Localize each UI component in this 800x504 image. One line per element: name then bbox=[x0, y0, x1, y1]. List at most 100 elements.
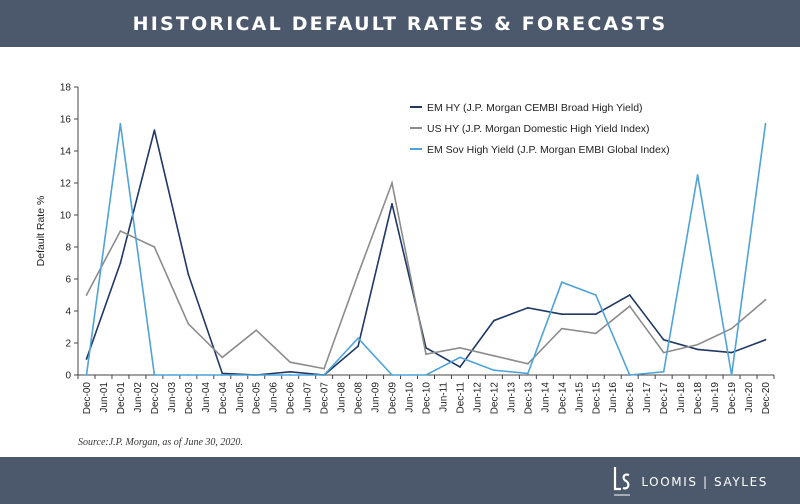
x-tick-label: Dec-12 bbox=[489, 382, 500, 415]
chart-title: HISTORICAL DEFAULT RATES & FORECASTS bbox=[132, 12, 668, 35]
series-point-1 bbox=[764, 338, 767, 341]
series-point-3 bbox=[628, 374, 631, 376]
x-tick-label: Dec-05 bbox=[252, 382, 263, 415]
x-tick-label: Dec-16 bbox=[625, 382, 636, 415]
series-point-3 bbox=[357, 337, 359, 340]
x-tick-label: Jun-02 bbox=[133, 382, 144, 413]
series-point-3 bbox=[696, 174, 699, 176]
series-point-2 bbox=[493, 354, 495, 357]
series-point-2 bbox=[289, 361, 292, 364]
series-point-1 bbox=[493, 319, 495, 322]
series-point-3 bbox=[187, 374, 190, 376]
series-point-3 bbox=[289, 374, 292, 376]
series-point-2 bbox=[696, 343, 699, 346]
chart-area: 0 2 4 6 8 10 12 14 16 18 Default Rate % Dec-00 Jun-0… bbox=[0, 47, 800, 457]
series-point-2 bbox=[119, 230, 122, 232]
legend-label-1: EM HY (J.P. Morgan CEMBI Broad High Yiel… bbox=[427, 102, 643, 114]
series-point-2 bbox=[255, 329, 258, 332]
x-tick-label: Dec-01 bbox=[116, 382, 127, 415]
series-point-2 bbox=[628, 305, 631, 308]
series-point-2 bbox=[323, 367, 325, 370]
y-tick-label: 10 bbox=[60, 211, 72, 222]
series-point-1 bbox=[628, 294, 631, 296]
series-point-1 bbox=[459, 366, 461, 368]
x-tick-label: Dec-03 bbox=[184, 382, 195, 415]
y-tick-label: 16 bbox=[60, 115, 72, 126]
x-tick-label: Jun-09 bbox=[371, 382, 382, 413]
chart-series bbox=[85, 122, 767, 376]
x-tick-label: Dec-09 bbox=[388, 382, 399, 415]
series-line-3 bbox=[85, 123, 767, 376]
series-point-3 bbox=[153, 374, 156, 376]
series-point-1 bbox=[391, 202, 393, 205]
y-tick-label: 8 bbox=[65, 243, 71, 254]
x-tick-label: Jun-12 bbox=[472, 382, 483, 413]
x-tick-label: Dec-08 bbox=[354, 382, 365, 415]
footer-bar: LOOMIS | SAYLES bbox=[0, 457, 800, 504]
x-tick-label: Jun-19 bbox=[710, 382, 721, 413]
line-chart: 0 2 4 6 8 10 12 14 16 18 Default Rate % Dec-00 Jun-0… bbox=[35, 83, 775, 415]
series-point-3 bbox=[527, 372, 529, 375]
series-point-1 bbox=[594, 313, 597, 316]
series-point-3 bbox=[730, 374, 733, 376]
series-point-1 bbox=[560, 313, 563, 316]
x-tick-label: Dec-06 bbox=[286, 382, 297, 415]
series-point-3 bbox=[493, 369, 495, 372]
series-point-1 bbox=[187, 273, 190, 276]
series-point-3 bbox=[764, 122, 767, 125]
series-point-2 bbox=[391, 182, 393, 184]
x-tick-label: Dec-17 bbox=[659, 382, 670, 415]
series-point-3 bbox=[85, 374, 88, 376]
series-point-2 bbox=[594, 332, 597, 335]
series-point-1 bbox=[730, 351, 733, 354]
series-point-3 bbox=[255, 374, 258, 376]
x-tick-label: Jun-03 bbox=[167, 382, 178, 413]
series-point-2 bbox=[459, 346, 461, 349]
x-tick-label: Jun-04 bbox=[201, 382, 212, 413]
x-tick-label: Dec-10 bbox=[422, 382, 433, 415]
series-point-3 bbox=[323, 374, 325, 376]
header-bar: HISTORICAL DEFAULT RATES & FORECASTS bbox=[0, 0, 800, 47]
x-tick-label: Jun-05 bbox=[235, 382, 246, 413]
series-point-1 bbox=[221, 372, 224, 375]
series-point-2 bbox=[730, 327, 733, 330]
x-tick-label: Dec-00 bbox=[82, 382, 93, 415]
y-tick-label: 0 bbox=[65, 371, 71, 382]
x-tick-label: Dec-19 bbox=[727, 382, 738, 415]
series-point-3 bbox=[119, 122, 122, 125]
x-tick-label: Dec-14 bbox=[557, 382, 568, 415]
x-tick-label: Dec-20 bbox=[761, 382, 772, 415]
x-tick-label: Jun-13 bbox=[506, 382, 517, 413]
series-point-1 bbox=[153, 129, 156, 132]
series-point-3 bbox=[560, 281, 563, 284]
chart-axes: 0 2 4 6 8 10 12 14 16 18 Default Rate % Dec-00 Jun-0… bbox=[35, 83, 775, 415]
series-point-2 bbox=[85, 294, 88, 296]
x-tick-label: Jun-16 bbox=[608, 382, 619, 413]
series-point-1 bbox=[289, 370, 292, 373]
legend-label-2: US HY (J.P. Morgan Domestic High Yield I… bbox=[427, 123, 650, 135]
x-tick-label: Dec-11 bbox=[455, 382, 466, 414]
source-note: Source:J.P. Morgan, as of June 30, 2020. bbox=[78, 437, 243, 448]
x-tick-label: Dec-02 bbox=[150, 382, 161, 415]
x-tick-label: Dec-15 bbox=[591, 382, 602, 415]
series-point-2 bbox=[662, 351, 665, 354]
series-line-1 bbox=[85, 130, 766, 376]
series-point-2 bbox=[425, 353, 427, 356]
series-point-3 bbox=[391, 374, 393, 376]
series-point-2 bbox=[221, 356, 224, 359]
x-tick-label: Jun-15 bbox=[574, 382, 585, 413]
series-point-1 bbox=[85, 358, 88, 360]
chart-legend: EM HY (J.P. Morgan CEMBI Broad High Yiel… bbox=[410, 102, 670, 156]
x-tick-label: Jun-17 bbox=[642, 382, 653, 413]
series-point-2 bbox=[153, 246, 156, 248]
x-tick-label: Dec-07 bbox=[320, 382, 331, 415]
company-logo: LOOMIS | SAYLES bbox=[611, 465, 768, 499]
logo-text: LOOMIS | SAYLES bbox=[641, 475, 768, 489]
legend-label-3: EM Sov High Yield (J.P. Morgan EMBI Glob… bbox=[427, 144, 670, 156]
y-tick-label: 4 bbox=[65, 307, 71, 318]
series-point-2 bbox=[187, 322, 190, 325]
x-tick-label: Dec-18 bbox=[693, 382, 704, 415]
y-tick-label: 18 bbox=[60, 83, 72, 94]
series-point-2 bbox=[357, 273, 359, 276]
x-tick-label: Jun-18 bbox=[676, 382, 687, 413]
